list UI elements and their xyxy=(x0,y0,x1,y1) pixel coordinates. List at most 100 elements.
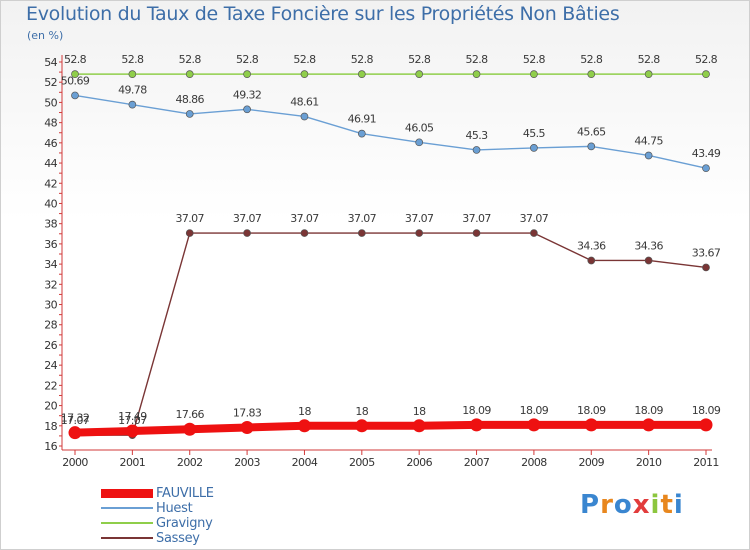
logo-letter: t xyxy=(660,490,674,520)
x-tick-label: 2002 xyxy=(177,456,203,469)
y-tick-label: 20 xyxy=(44,400,57,413)
data-point xyxy=(68,426,82,440)
data-label: 18.09 xyxy=(577,404,606,417)
data-point xyxy=(185,229,194,237)
data-point xyxy=(702,70,710,78)
series-line-fauville xyxy=(74,420,706,437)
y-tick-label: 36 xyxy=(44,238,57,251)
data-label: 52.8 xyxy=(580,53,603,66)
data-label: 44.75 xyxy=(634,134,663,147)
legend-swatch xyxy=(101,507,153,509)
data-point xyxy=(71,70,79,78)
y-tick-label: 48 xyxy=(44,117,57,130)
data-point xyxy=(297,419,311,433)
y-tick-label: 24 xyxy=(44,359,57,372)
x-tick-label: 2005 xyxy=(349,456,375,469)
legend-label: Gravigny xyxy=(156,515,213,531)
data-label: 17.07 xyxy=(61,414,90,427)
y-tick-label: 16 xyxy=(44,440,57,453)
x-tick-label: 2011 xyxy=(693,456,719,469)
data-label: 52.8 xyxy=(121,53,144,66)
data-label: 18.09 xyxy=(462,404,491,417)
data-point xyxy=(240,421,254,435)
x-tick-label: 2003 xyxy=(234,456,260,469)
data-point xyxy=(702,164,710,173)
data-point xyxy=(587,142,596,151)
proxiti-logo: Proxiti xyxy=(580,490,684,520)
data-point xyxy=(71,91,79,100)
data-label: 52.8 xyxy=(408,53,431,66)
data-label: 46.05 xyxy=(405,121,434,134)
y-tick-label: 38 xyxy=(44,218,57,231)
data-point xyxy=(530,144,538,152)
data-point xyxy=(644,70,653,78)
data-point xyxy=(584,418,598,432)
data-label: 34.36 xyxy=(634,239,663,252)
data-label: 52.8 xyxy=(179,53,202,66)
y-tick-label: 52 xyxy=(44,76,57,89)
data-point xyxy=(587,256,596,265)
x-tick-label: 2010 xyxy=(636,456,662,469)
data-label: 37.07 xyxy=(175,212,204,225)
legend-label: Huest xyxy=(156,500,193,516)
data-label: 45.5 xyxy=(523,127,546,140)
logo-letter: i xyxy=(673,490,684,520)
logo-letter: o xyxy=(613,490,633,520)
data-label: 49.32 xyxy=(233,88,262,101)
data-point xyxy=(415,138,424,147)
legend-swatch xyxy=(101,537,153,539)
data-label: 34.36 xyxy=(577,239,606,252)
legend-label: Sassey xyxy=(156,530,200,546)
legend-swatch xyxy=(101,522,153,524)
x-tick-label: 2008 xyxy=(521,456,547,469)
data-point xyxy=(702,263,710,272)
data-point xyxy=(183,422,197,436)
y-tick-label: 30 xyxy=(44,299,57,312)
data-point xyxy=(357,70,366,78)
legend-swatch xyxy=(101,488,153,498)
data-label: 48.86 xyxy=(175,93,204,106)
data-label: 46.91 xyxy=(348,113,377,126)
data-label: 37.07 xyxy=(405,212,434,225)
data-point xyxy=(644,256,653,265)
data-label: 48.61 xyxy=(290,95,319,108)
data-label: 18.09 xyxy=(520,404,549,417)
data-label: 33.67 xyxy=(692,246,721,259)
data-point xyxy=(472,146,481,154)
y-unit-label: (en %) xyxy=(27,29,64,42)
chart-title: Evolution du Taux de Taxe Foncière sur l… xyxy=(26,3,620,25)
data-point xyxy=(300,112,309,121)
y-tick-label: 42 xyxy=(44,177,57,190)
data-label: 52.8 xyxy=(64,53,87,66)
y-tick-label: 32 xyxy=(44,278,57,291)
x-tick-label: 2001 xyxy=(120,456,146,469)
data-label: 52.8 xyxy=(293,53,316,66)
y-tick-label: 44 xyxy=(44,157,57,170)
x-tick-label: 2000 xyxy=(62,456,88,469)
data-point xyxy=(185,110,194,118)
data-label: 37.07 xyxy=(462,212,491,225)
data-label: 37.07 xyxy=(348,212,377,225)
data-point xyxy=(472,229,481,237)
data-point xyxy=(587,70,596,78)
data-label: 37.07 xyxy=(520,212,549,225)
data-point xyxy=(128,100,137,109)
data-label: 52.8 xyxy=(351,53,374,66)
data-label: 52.8 xyxy=(638,53,661,66)
data-point xyxy=(642,418,656,432)
data-label: 43.49 xyxy=(692,147,721,160)
data-point xyxy=(470,418,484,432)
data-label: 17.66 xyxy=(175,408,204,421)
data-point xyxy=(415,70,424,78)
data-label: 37.07 xyxy=(233,212,262,225)
logo-letter: x xyxy=(632,490,651,520)
data-label: 52.8 xyxy=(236,53,259,66)
y-tick-label: 34 xyxy=(44,258,57,271)
data-point xyxy=(415,229,424,237)
x-tick-label: 2004 xyxy=(292,456,318,469)
data-point xyxy=(527,418,541,432)
data-point xyxy=(357,129,366,138)
data-point xyxy=(300,229,309,237)
y-tick-label: 26 xyxy=(44,339,57,352)
